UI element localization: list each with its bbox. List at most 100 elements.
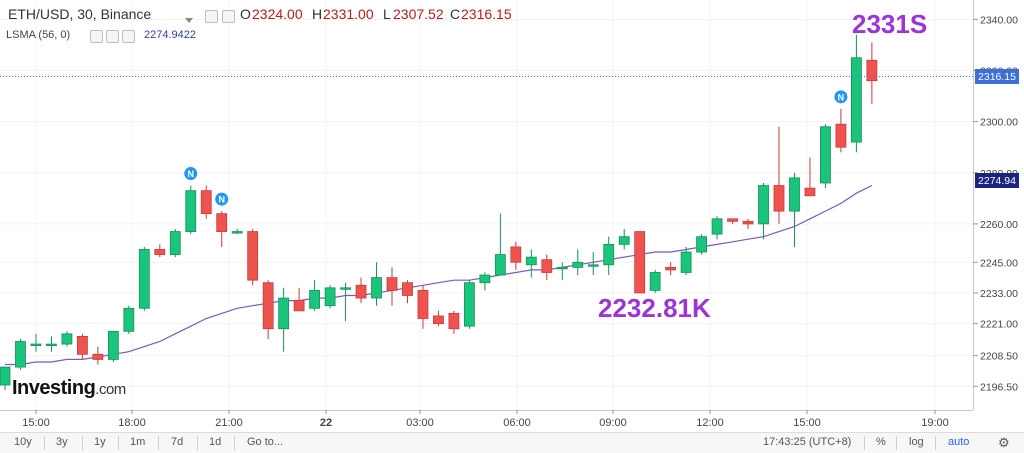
y-tick-label: 2208.50 — [980, 351, 1018, 363]
candle-body — [0, 366, 11, 386]
candle — [92, 346, 104, 365]
candle-body — [804, 187, 816, 197]
x-tick-label: 22 — [320, 417, 332, 429]
candle — [804, 157, 816, 197]
range-button-7d[interactable]: 7d — [171, 436, 184, 448]
eye-icon[interactable] — [205, 10, 218, 23]
candle-body — [727, 218, 738, 222]
divider — [44, 436, 45, 450]
candle — [324, 285, 336, 309]
candle — [696, 234, 707, 255]
range-button-10y[interactable]: 10y — [14, 436, 32, 448]
close-label: C — [450, 6, 461, 22]
log-toggle[interactable]: log — [909, 436, 924, 448]
candle-body — [46, 343, 57, 346]
x-tick-label: 06:00 — [503, 417, 531, 429]
x-tick-label: 19:00 — [921, 417, 949, 429]
candle — [77, 333, 88, 360]
news-marker-glyph: N — [188, 169, 195, 179]
candle-body — [587, 264, 599, 267]
candle-body — [417, 289, 429, 319]
price-chart[interactable]: NNN 2340.002320.002300.002280.002260.002… — [0, 0, 1024, 432]
candle — [0, 366, 11, 391]
candle-body — [324, 287, 336, 307]
candle — [417, 285, 429, 329]
investing-logo: Investing.com — [12, 377, 126, 400]
candle — [463, 280, 475, 329]
candle — [293, 287, 305, 312]
candle-body — [107, 330, 119, 360]
x-tick-label: 18:00 — [118, 417, 146, 429]
y-tick-label: 2300.00 — [980, 117, 1018, 129]
last-price-label: 2316.15 — [978, 71, 1016, 83]
news-marker-circle[interactable] — [215, 192, 229, 206]
candle-body — [541, 259, 553, 273]
news-marker-circle[interactable] — [184, 167, 198, 181]
candle — [231, 229, 243, 235]
candle-body — [525, 256, 537, 266]
news-marker-glyph: N — [838, 92, 845, 102]
candle — [154, 244, 166, 258]
gear-icon[interactable] — [222, 10, 235, 23]
bottom-toolbar: 10y 3y 1y 1m 7d 1d Go to... 17:43:25 (UT… — [0, 432, 1024, 453]
candle-body — [463, 282, 475, 327]
divider — [234, 436, 235, 450]
annotation-high: 2331S — [852, 9, 928, 39]
candle-body — [169, 231, 181, 255]
range-button-3y[interactable]: 3y — [56, 436, 68, 448]
clock-time: 17:43:25 (UTC+8) — [763, 436, 852, 448]
x-axis[interactable]: 15:00 18:00 21:00 22 03:00 06:00 09:00 12:00 15:… — [22, 410, 949, 429]
indicator-value: 2274.9422 — [144, 29, 196, 41]
percent-toggle[interactable]: % — [876, 436, 886, 448]
candle-body — [603, 243, 615, 266]
auto-toggle[interactable]: auto — [948, 436, 970, 448]
symbol-label[interactable]: ETH/USD, 30, Binance — [8, 6, 152, 22]
x-tick-label: 09:00 — [599, 417, 627, 429]
eye-icon[interactable] — [90, 30, 103, 43]
range-button-1d[interactable]: 1d — [209, 436, 222, 448]
divider — [82, 436, 83, 450]
candle — [46, 336, 57, 352]
range-button-1y[interactable]: 1y — [94, 436, 106, 448]
candle — [665, 262, 677, 276]
candle — [835, 108, 847, 153]
candle-body — [556, 266, 568, 270]
candle-body — [123, 307, 135, 332]
candle-body — [696, 236, 707, 253]
close-icon[interactable] — [122, 30, 135, 43]
candle — [309, 280, 321, 311]
candle-body — [340, 287, 351, 290]
chevron-down-icon[interactable] — [185, 18, 193, 23]
news-marker-circle[interactable] — [834, 90, 848, 104]
ma-price-tag: 2274.94 — [975, 173, 1019, 188]
goto-button[interactable]: Go to... — [247, 436, 284, 448]
candle — [525, 249, 537, 278]
candle-body — [30, 343, 42, 346]
settings-icon[interactable]: ⚙ — [998, 435, 1010, 450]
x-tick-label: 12:00 — [696, 417, 724, 429]
candle — [572, 249, 584, 276]
candle — [402, 280, 413, 304]
range-button-1m[interactable]: 1m — [130, 436, 146, 448]
candle-body — [216, 213, 228, 232]
divider — [864, 436, 865, 450]
x-tick-label: 21:00 — [215, 417, 243, 429]
candle-body — [77, 336, 88, 355]
candle-body — [851, 57, 862, 143]
indicator-name[interactable]: LSMA (56, 0) — [6, 29, 71, 41]
open-value: 2324.00 — [252, 6, 303, 22]
gear-icon[interactable] — [106, 30, 119, 43]
news-marker-icon[interactable]: N — [184, 167, 198, 181]
candle — [355, 277, 367, 304]
news-markers: N N N — [184, 90, 848, 206]
low-label: L — [383, 6, 391, 22]
high-label: H — [312, 6, 323, 22]
news-marker-icon[interactable]: N — [215, 192, 229, 206]
annotation-low: 2232.81K — [598, 293, 711, 323]
candles — [0, 34, 878, 391]
candle-body — [433, 315, 444, 325]
candle — [340, 282, 351, 322]
candle — [742, 218, 754, 230]
divider — [197, 436, 198, 450]
news-marker-icon[interactable]: N — [834, 90, 848, 104]
